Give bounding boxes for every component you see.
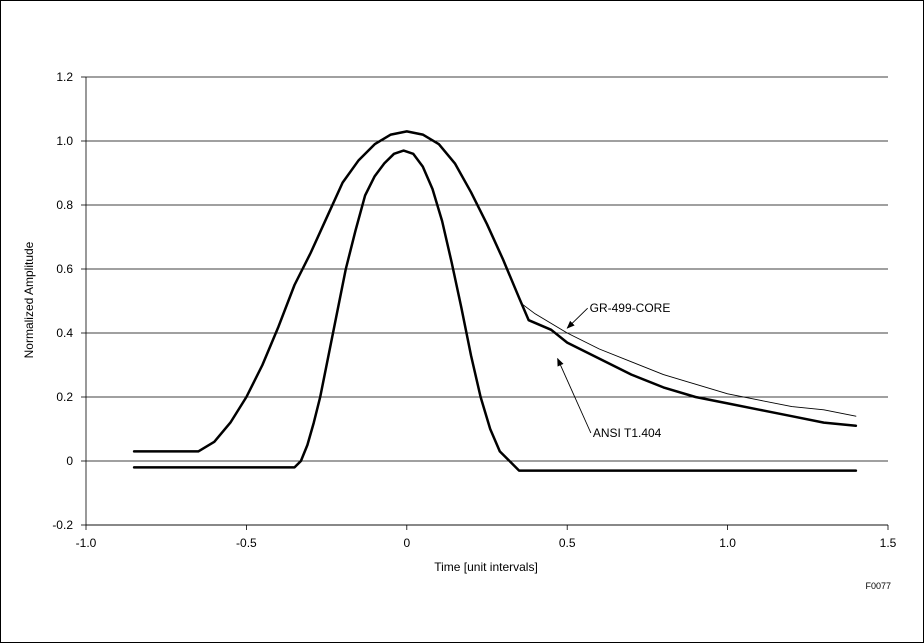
grid-lines xyxy=(86,76,888,526)
x-tick-label: 0 xyxy=(403,536,410,550)
y-axis-label: Normalized Amplitude xyxy=(22,241,36,358)
y-tick-label: 0.8 xyxy=(56,198,73,212)
x-tick-label: 0.5 xyxy=(559,536,576,550)
annotations: GR-499-CORE ANSI T1.404 xyxy=(557,301,671,440)
x-tick-label: 1.5 xyxy=(880,536,897,550)
series-line-2 xyxy=(132,130,858,453)
x-tick-label: -1.0 xyxy=(76,536,97,550)
y-tick-label: 1.0 xyxy=(56,134,73,148)
y-tick-label: 0.2 xyxy=(56,390,73,404)
y-tick-label: 0 xyxy=(66,454,73,468)
figure-code: F0077 xyxy=(865,581,891,591)
y-tick-label: 0.6 xyxy=(56,262,73,276)
x-tick-label: 1.0 xyxy=(719,536,736,550)
x-axis-label: Time [unit intervals] xyxy=(434,560,538,574)
series-layer xyxy=(132,130,858,472)
annotation-arrow-1 xyxy=(566,307,588,329)
axes: -0.2 0 0.2 0.4 0.6 0.8 1.0 1.2 -1.0 -0.5 0 0.5 1.0 1.… xyxy=(52,70,896,550)
y-tick-label: -0.2 xyxy=(52,518,73,532)
series-line-1 xyxy=(132,149,858,472)
y-tick-label: 1.2 xyxy=(56,70,73,84)
annotation-label-1: GR-499-CORE xyxy=(590,301,671,315)
series-line-3 xyxy=(521,303,857,417)
y-tick-label: 0.4 xyxy=(56,326,73,340)
annotation-arrow-2 xyxy=(557,357,592,434)
annotation-label-2: ANSI T1.404 xyxy=(593,426,662,440)
x-tick-label: -0.5 xyxy=(236,536,257,550)
